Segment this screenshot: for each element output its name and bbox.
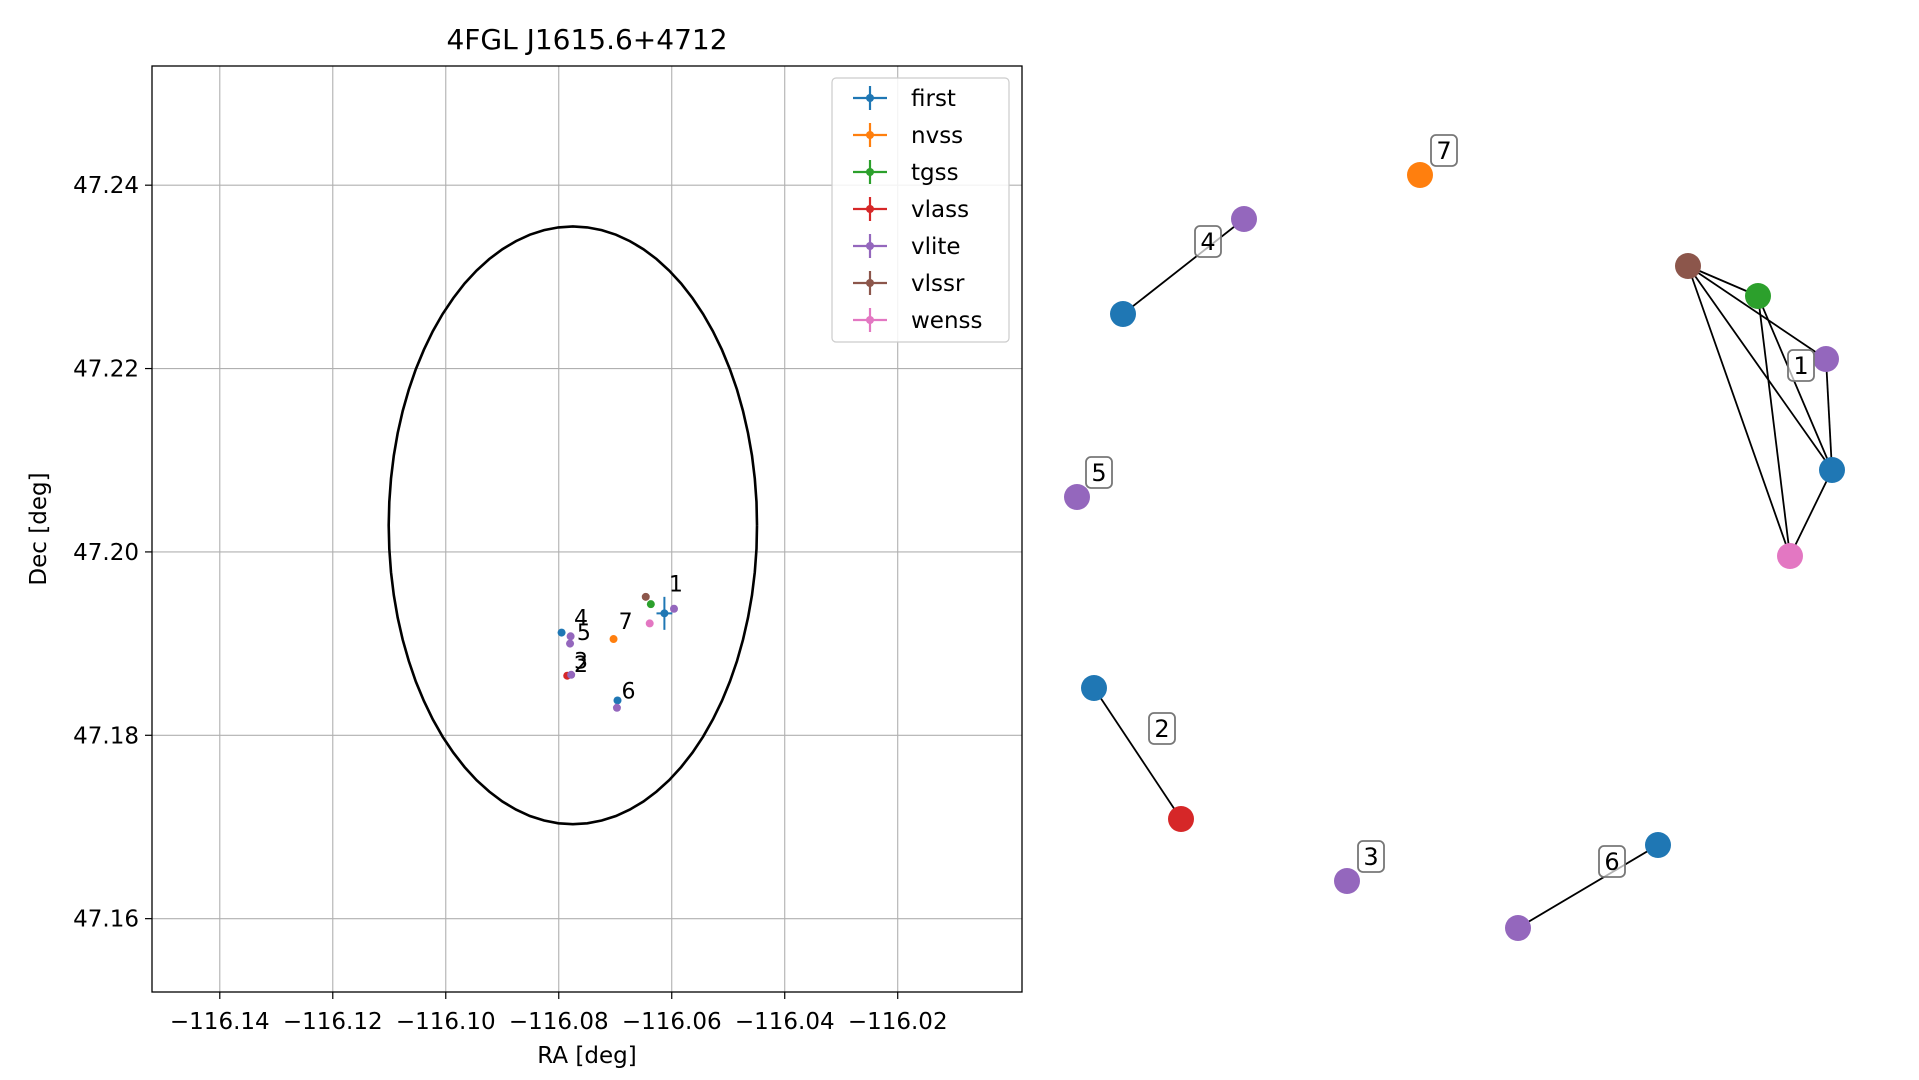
point-tgss [646, 600, 655, 609]
point-first [613, 696, 622, 705]
point-first [660, 609, 669, 618]
x-axis-label: RA [deg] [537, 1043, 636, 1069]
legend-label: nvss [911, 123, 963, 149]
group-label: 3 [1363, 843, 1378, 871]
point-vlite [670, 604, 678, 613]
graph-edge [1789, 469, 1833, 557]
legend-label: vlass [911, 197, 969, 223]
group-label-box [1085, 456, 1113, 489]
group-label: 1 [1793, 352, 1808, 380]
group-label-box [1194, 225, 1222, 258]
graph-node [1407, 162, 1433, 188]
legend-swatch-dot [866, 131, 874, 139]
x-tick-label: −116.04 [735, 1009, 835, 1035]
legend-swatch-dot [866, 94, 874, 102]
legend-label: tgss [911, 160, 959, 186]
legend-swatch-dot [866, 242, 874, 250]
point-annotation: 6 [621, 680, 635, 705]
graph-edge [1757, 295, 1791, 557]
point-vlssr [641, 592, 650, 601]
axis-ticks: −116.14 −116.12 −116.10 −116.08 −116.06 −116.… [73, 173, 947, 1035]
x-tick-label: −116.06 [622, 1009, 722, 1035]
graph-node [1064, 484, 1090, 510]
graph-node [1505, 915, 1531, 941]
graph-edge [1122, 218, 1245, 315]
y-tick-label: 47.22 [73, 357, 139, 383]
graph-edge [1687, 265, 1791, 557]
point-vlite [566, 639, 575, 648]
y-tick-label: 47.24 [73, 173, 139, 199]
graph-edge [1687, 265, 1827, 360]
point-annotation: 2 [574, 653, 588, 678]
legend-swatch-dot [866, 279, 874, 287]
point-annotation: 5 [577, 621, 591, 646]
group-label: 7 [1436, 137, 1451, 165]
point-annotation: 1 [669, 572, 683, 597]
legend-label: first [911, 86, 956, 112]
legend-label: vlite [911, 234, 961, 260]
y-tick-label: 47.18 [73, 723, 139, 749]
group-label: 6 [1604, 848, 1619, 876]
point-annotation: 7 [619, 610, 633, 635]
point-nvss [609, 635, 618, 644]
x-tick-label: −116.08 [509, 1009, 609, 1035]
graph-node [1645, 832, 1671, 858]
legend-label: vlssr [911, 271, 965, 297]
graph-edge [1757, 295, 1833, 471]
point-annotations-layer: 1 45 7 23 6 [574, 572, 683, 704]
point-first [557, 628, 566, 637]
grid-lines [152, 66, 1022, 992]
graph-node [1813, 346, 1839, 372]
graph-node [1231, 206, 1257, 232]
x-tick-label: −116.14 [170, 1009, 270, 1035]
graph-node [1675, 253, 1701, 279]
point-vlite [566, 632, 575, 641]
point-vlite [567, 670, 576, 679]
x-tick-label: −116.02 [848, 1009, 948, 1035]
legend: first nvss tgss vlass vlite vlssr wenss [831, 77, 1010, 343]
x-tick-label: −116.12 [283, 1009, 383, 1035]
localization-circle [387, 225, 759, 826]
graph-node [1110, 301, 1136, 327]
point-vlite [612, 703, 621, 712]
graph-node [1334, 868, 1360, 894]
graph-edge [1687, 265, 1833, 471]
data-points-layer [557, 592, 678, 712]
legend-swatch-dot [866, 316, 874, 324]
graph-edge [1825, 358, 1833, 471]
group-label: 5 [1091, 459, 1106, 487]
legend-swatch-dot [866, 168, 874, 176]
legend-swatch-dot [866, 205, 874, 213]
association-graph: 1 2 3 4 5 6 7 [1064, 134, 1845, 941]
graph-node [1081, 675, 1107, 701]
graph-edge [1093, 687, 1182, 820]
x-tick-label: −116.10 [396, 1009, 496, 1035]
plot-frame [151, 65, 1023, 993]
graph-node [1819, 457, 1845, 483]
y-axis-label: Dec [deg] [26, 472, 52, 585]
group-label-box [1598, 845, 1626, 878]
group-label-box [1430, 134, 1458, 167]
legend-box [831, 77, 1010, 343]
group-label: 2 [1154, 715, 1169, 743]
localization-circle-layer [387, 225, 759, 826]
y-tick-label: 47.16 [73, 907, 139, 933]
chart-title: 4FGL J1615.6+4712 [446, 23, 727, 56]
graph-node [1745, 283, 1771, 309]
group-label-box [1357, 840, 1385, 873]
group-label-box [1787, 349, 1815, 382]
legend-label: wenss [911, 308, 983, 334]
group-label-box [1148, 712, 1176, 745]
y-tick-label: 47.20 [73, 540, 139, 566]
point-wenss [645, 619, 654, 628]
group-label: 4 [1200, 228, 1215, 256]
point-annotation: 4 [574, 606, 588, 631]
graph-node [1777, 543, 1803, 569]
graph-node [1168, 806, 1194, 832]
point-annotation: 3 [574, 649, 588, 674]
graph-edge [1517, 844, 1659, 929]
